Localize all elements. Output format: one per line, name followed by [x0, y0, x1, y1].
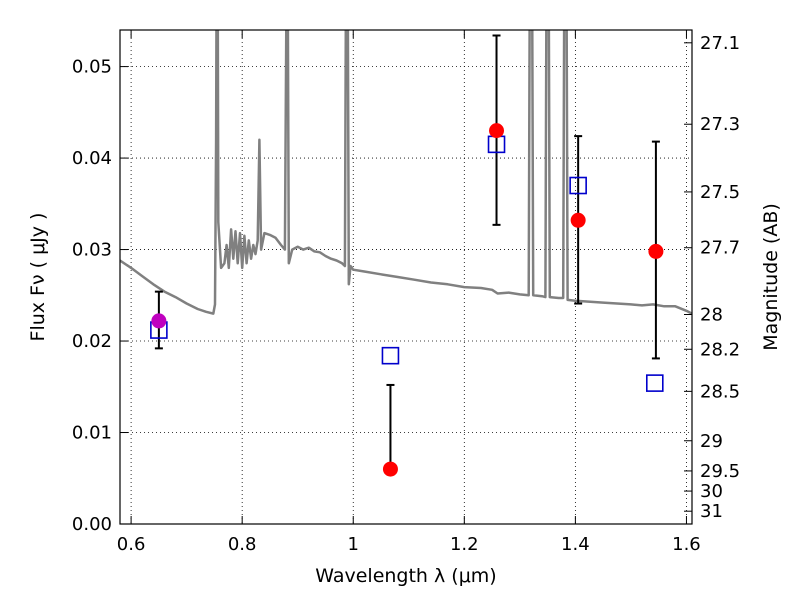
y2-tick-label: 27.5: [700, 182, 740, 203]
y-tick-label: 0.04: [72, 148, 112, 169]
x-axis-ticks: 0.6 0.8 1 1.2 1.4 1.6: [117, 30, 701, 555]
y2-tick-label: 30: [700, 481, 723, 502]
x-tick-label: 1: [348, 534, 359, 555]
observed-point-magenta: [151, 313, 167, 329]
y2-tick-label: 28.5: [700, 381, 740, 402]
x-tick-label: 1.6: [672, 534, 701, 555]
y2-tick-label: 27.3: [700, 114, 740, 135]
y-axis-ticks: 0.00 0.01 0.02 0.03 0.04 0.05: [72, 57, 128, 535]
y-tick-label: 0.01: [72, 423, 112, 444]
observed-point: [570, 212, 586, 228]
observed-point: [489, 123, 505, 139]
y-tick-label: 0.00: [72, 514, 112, 535]
model-point: [645, 374, 664, 392]
y-tick-label: 0.05: [72, 57, 112, 78]
x-tick-label: 0.6: [117, 534, 146, 555]
y-axis-label: Flux Fν ( μJy ): [27, 213, 49, 342]
y2-tick-label: 29: [700, 431, 723, 452]
observed-point: [382, 461, 398, 477]
grid: [120, 30, 692, 525]
y2-tick-label: 29.5: [700, 461, 740, 482]
y2-tick-label: 28.2: [700, 339, 740, 360]
model-points: [150, 135, 664, 392]
y2-axis-label: Magnitude (AB): [760, 203, 782, 351]
x-axis-label: Wavelength λ (μm): [315, 565, 496, 587]
observed-points: [151, 123, 664, 477]
model-sed-curve: [120, 30, 692, 315]
observed-point: [648, 243, 664, 259]
x-tick-label: 0.8: [228, 534, 257, 555]
y2-tick-label: 31: [700, 501, 723, 522]
model-point: [569, 176, 587, 195]
y-tick-label: 0.03: [72, 240, 112, 261]
x-tick-label: 1.2: [450, 534, 479, 555]
plot-frame: [119, 29, 693, 525]
y2-tick-label: 27.1: [700, 33, 740, 54]
y-tick-label: 0.02: [72, 331, 112, 352]
y2-tick-label: 28: [700, 305, 723, 326]
y2-tick-label: 27.7: [700, 238, 740, 259]
x-tick-label: 1.4: [561, 534, 590, 555]
model-point: [381, 346, 400, 365]
